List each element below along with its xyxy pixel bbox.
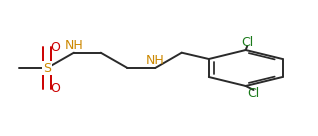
Text: O: O bbox=[50, 82, 60, 95]
Text: O: O bbox=[50, 41, 60, 54]
Text: NH: NH bbox=[65, 39, 83, 52]
Text: NH: NH bbox=[146, 54, 165, 67]
Text: S: S bbox=[43, 61, 51, 75]
Text: Cl: Cl bbox=[247, 87, 260, 101]
Text: Cl: Cl bbox=[241, 35, 253, 49]
